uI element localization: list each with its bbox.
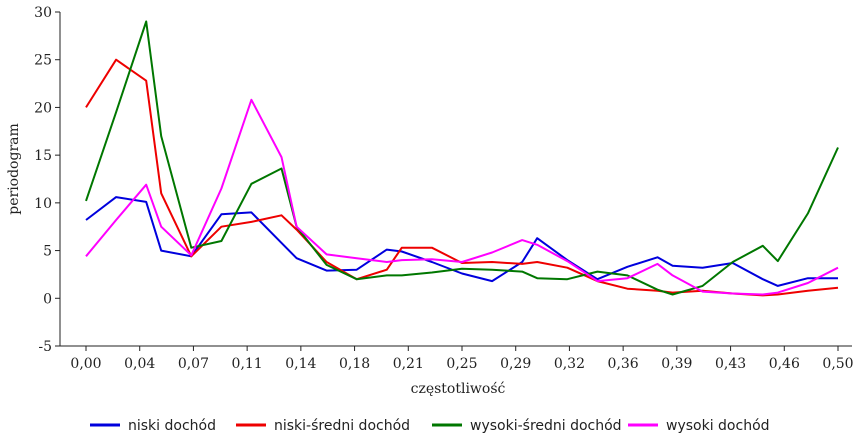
legend-label: wysoki-średni dochód: [470, 418, 622, 434]
series-line-3: [85, 20, 839, 296]
y-tick-label: 5: [43, 244, 52, 260]
x-tick-label: 0,25: [446, 356, 477, 372]
legend-item: wysoki dochód: [628, 418, 770, 434]
x-tick-label: 0,39: [661, 356, 692, 372]
x-tick-label: 0,07: [178, 356, 209, 372]
y-tick-label: 25: [34, 53, 52, 69]
legend-item: niski-średni dochód: [236, 418, 410, 434]
series-line-4: [85, 98, 839, 296]
x-tick-label: 0,32: [554, 356, 585, 372]
x-tick-label: 0,46: [769, 356, 800, 372]
x-tick-label: 0,04: [124, 356, 155, 372]
legend: niski dochód niski-średni dochód wysoki-śr…: [90, 418, 770, 434]
legend-label: wysoki dochód: [666, 418, 770, 434]
y-axis-ticks: -5 0 5 10 15 20 25 30: [34, 5, 60, 355]
y-tick-label: 20: [34, 100, 52, 116]
y-axis-title: periodogram: [6, 123, 22, 215]
x-tick-label: 0,18: [339, 356, 370, 372]
x-tick-label: 0,11: [232, 356, 263, 372]
y-tick-label: 15: [34, 148, 52, 164]
x-tick-label: 0,00: [70, 356, 101, 372]
y-tick-label: 30: [34, 5, 52, 21]
y-tick-label: -5: [38, 339, 52, 355]
legend-label: niski dochód: [128, 418, 216, 434]
y-tick-label: 10: [34, 196, 52, 212]
legend-item: niski dochód: [90, 418, 216, 434]
x-tick-label: 0,14: [285, 356, 316, 372]
series-line-1: [85, 196, 838, 287]
y-tick-label: 0: [43, 291, 52, 307]
x-tick-label: 0,36: [608, 356, 639, 372]
x-axis-title: częstotliwość: [411, 381, 506, 397]
series-lines: [85, 20, 839, 297]
series-line-2: [85, 58, 839, 297]
x-axis-ticks: 0,00 0,04 0,07 0,11 0,14 0,18 0,21 0,25 0,29 0,32…: [70, 346, 854, 372]
x-tick-label: 0,43: [715, 356, 746, 372]
axes: [59, 12, 852, 347]
legend-item: wysoki-średni dochód: [432, 418, 622, 434]
x-tick-label: 0,21: [393, 356, 424, 372]
legend-label: niski-średni dochód: [274, 418, 410, 434]
x-tick-label: 0,50: [822, 356, 853, 372]
x-tick-label: 0,29: [500, 356, 531, 372]
